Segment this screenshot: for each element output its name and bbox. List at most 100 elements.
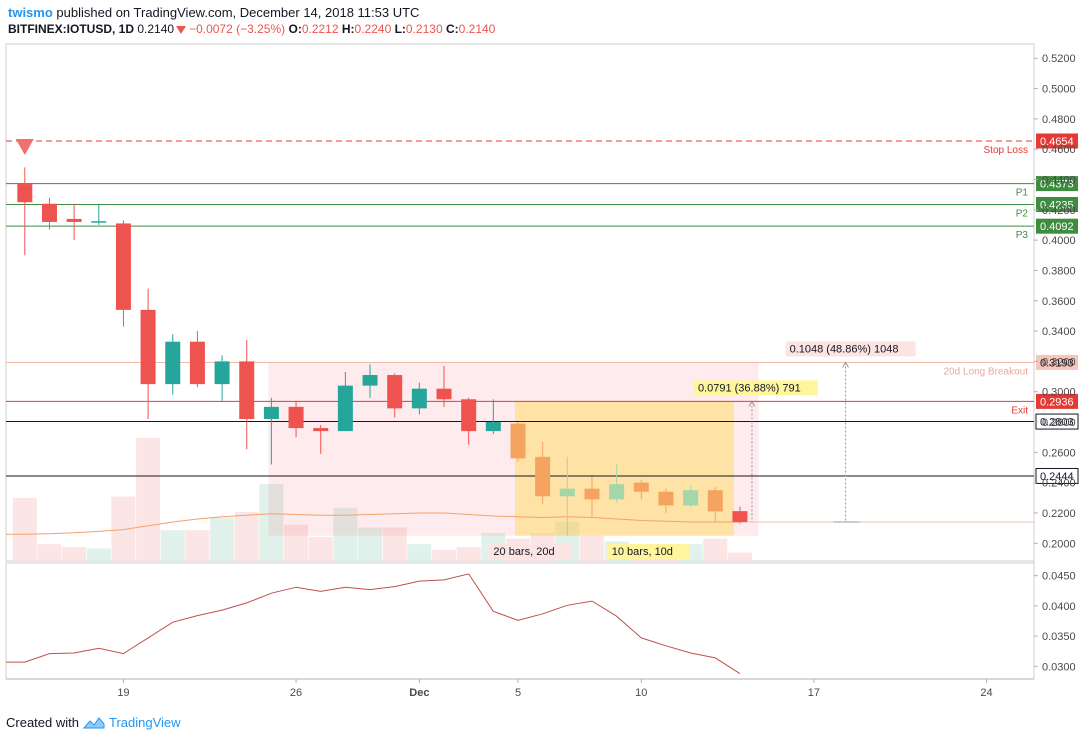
20-bar-range-measure-text: 0.1048 (48.86%) 1048 — [790, 343, 899, 355]
footer: Created with TradingView — [6, 715, 181, 730]
symbol-legend: BITFINEX:IOTUSD, 1D 0.2140 −0.0072 (−3.25… — [8, 22, 495, 36]
candle-body — [387, 375, 403, 409]
breakout-price-tag-text: 0.3193 — [1040, 357, 1074, 369]
candle-body — [584, 488, 600, 500]
exit-label: Exit — [1011, 405, 1028, 416]
volume-bar — [86, 548, 111, 561]
y-tick-label: 0.2000 — [1042, 538, 1076, 550]
volume-bar — [308, 537, 333, 561]
candle-body — [510, 423, 526, 459]
p2-label: P2 — [1016, 209, 1029, 220]
candle-body — [535, 456, 551, 497]
candle-body — [140, 309, 156, 385]
breakout-label: 20d Long Breakout — [943, 366, 1028, 377]
x-tick-label: 10 — [635, 687, 647, 699]
10-bar-range-measure-text: 0.0791 (36.88%) 791 — [698, 382, 801, 394]
high-label: H: — [341, 22, 355, 36]
candle-body — [461, 399, 477, 432]
black-lower-price-tag-text: 0.2444 — [1040, 471, 1074, 483]
10-bar-range-bars-text: 10 bars, 10d — [612, 546, 673, 558]
close-value: 0.2140 — [458, 22, 496, 36]
y-tick-label: 0.4200 — [1042, 205, 1076, 217]
x-tick-label: 5 — [515, 687, 521, 699]
symbol-name: BITFINEX:IOTUSD, 1D — [8, 22, 135, 36]
volume-bar — [407, 544, 432, 561]
p2-price-tag-text: 0.4235 — [1040, 200, 1074, 212]
candle-body — [609, 484, 625, 500]
indicator-pane-frame — [5, 562, 1035, 680]
y-tick-label: 0.2800 — [1042, 417, 1076, 429]
y-tick-label: 0.3200 — [1042, 356, 1076, 368]
20-bar-range-bars-text: 20 bars, 20d — [493, 546, 554, 558]
volume-bar — [579, 535, 604, 561]
tradingview-brand[interactable]: TradingView — [108, 715, 181, 730]
candle-body — [239, 361, 255, 419]
indicator-y-tick-label: 0.0400 — [1042, 601, 1076, 613]
candle-body — [707, 490, 723, 512]
volume-bar — [136, 437, 161, 561]
x-tick-label: Dec — [409, 687, 429, 699]
last-price: 0.2140 — [137, 22, 175, 36]
exit-price-tag-text: 0.2936 — [1040, 396, 1074, 408]
indicator-y-tick-label: 0.0350 — [1042, 631, 1076, 643]
created-with-text: Created with — [6, 715, 79, 730]
y-tick-label: 0.5200 — [1042, 53, 1076, 65]
y-tick-label: 0.4800 — [1042, 114, 1076, 126]
p1-price-tag-text: 0.4373 — [1040, 179, 1074, 191]
x-tick-label: 24 — [980, 687, 992, 699]
candle-body — [559, 488, 575, 497]
candle-body — [288, 406, 304, 429]
volume-bar — [456, 547, 481, 561]
candle-body — [115, 223, 131, 310]
author-username[interactable]: twismo — [8, 5, 53, 20]
y-tick-label: 0.3800 — [1042, 265, 1076, 277]
close-label: C: — [445, 22, 459, 36]
indicator-y-tick-label: 0.0450 — [1042, 571, 1076, 583]
y-tick-label: 0.2600 — [1042, 447, 1076, 459]
candle-body — [337, 385, 353, 432]
10-bar-range-measure-box — [693, 380, 818, 396]
y-tick-label: 0.2400 — [1042, 478, 1076, 490]
stop-loss-price-tag-text: 0.4654 — [1040, 136, 1074, 148]
volume-bar — [37, 544, 62, 561]
candle-body — [732, 511, 748, 523]
p3-label: P3 — [1016, 230, 1029, 241]
p2-price-tag — [1036, 197, 1078, 213]
20-bar-range-measure-box — [785, 341, 916, 357]
10-bar-range-measure-arrow-icon — [748, 400, 756, 407]
20-bar-range-bars-box — [488, 544, 572, 559]
candle-body — [362, 375, 378, 386]
candle-body — [41, 203, 57, 222]
tradingview-logo-icon — [82, 716, 105, 728]
x-tick-label: 19 — [117, 687, 129, 699]
x-tick-label: 26 — [290, 687, 302, 699]
p3-price-tag — [1036, 218, 1078, 234]
volume-ma-line — [6, 512, 740, 535]
low-value: 0.2130 — [405, 22, 443, 36]
breakout-price-tag — [1036, 354, 1078, 370]
candle-body — [263, 406, 279, 419]
open-value: 0.2212 — [301, 22, 339, 36]
candle-body — [91, 221, 107, 223]
stop-loss-label: Stop Loss — [984, 145, 1028, 156]
volume-bar — [382, 527, 407, 561]
y-tick-label: 0.4000 — [1042, 235, 1076, 247]
volume-bar — [210, 517, 235, 561]
stop-loss-price-tag — [1036, 133, 1078, 149]
volume-bar — [284, 524, 309, 561]
indicator-y-tick-label: 0.0300 — [1042, 661, 1076, 673]
volume-bar — [62, 547, 87, 561]
published-text: published on TradingView.com, December 1… — [56, 5, 420, 20]
volume-bar — [358, 527, 383, 561]
candle-body — [633, 482, 649, 492]
10-bar-range-box — [515, 401, 734, 536]
20-bar-range-measure-arrow-icon — [842, 361, 850, 368]
volume-bar — [234, 512, 259, 561]
candle-body — [411, 388, 427, 409]
sell-marker-icon — [15, 139, 34, 156]
y-tick-label: 0.3600 — [1042, 296, 1076, 308]
y-tick-label: 0.2200 — [1042, 508, 1076, 520]
p1-label: P1 — [1016, 188, 1029, 199]
volume-bar — [12, 498, 37, 561]
